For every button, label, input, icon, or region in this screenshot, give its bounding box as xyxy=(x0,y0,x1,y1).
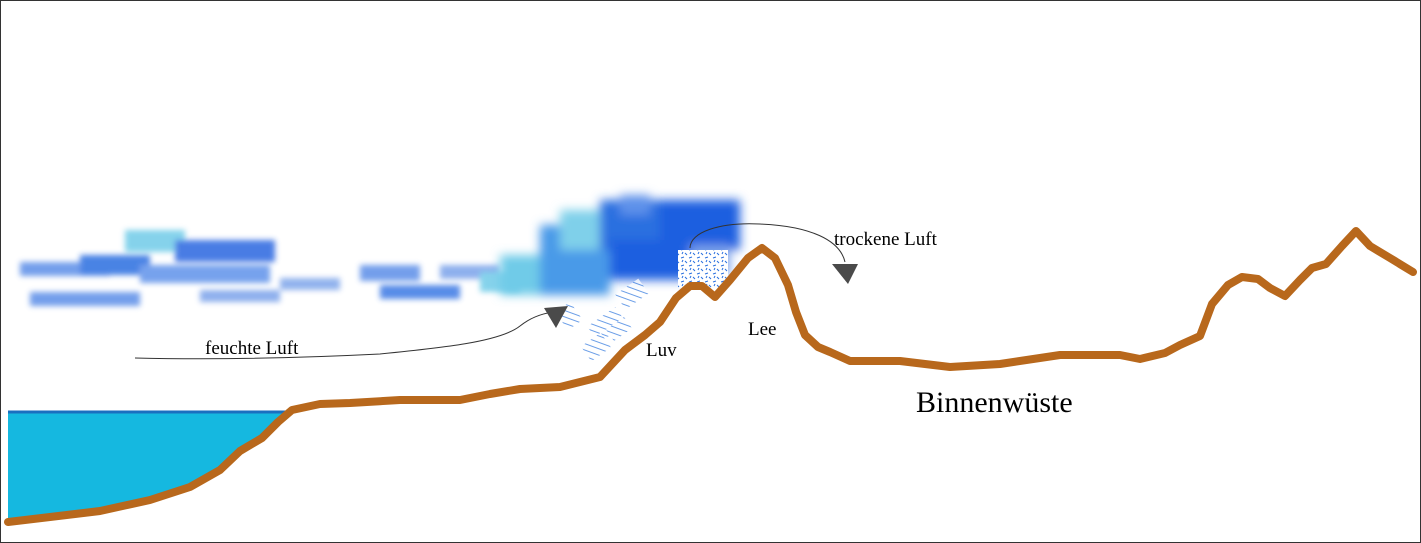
dry-air-arrow xyxy=(689,223,858,284)
terrain-profile xyxy=(4,227,1417,526)
dry-air-label: trockene Luft xyxy=(834,229,938,250)
moist-air-arrow xyxy=(134,306,568,360)
sea xyxy=(8,412,290,522)
snowfall xyxy=(678,250,728,288)
desert-label: Binnenwüste xyxy=(916,386,1073,419)
cloud-left xyxy=(20,230,520,306)
windward-label: Luv xyxy=(646,340,677,361)
leeward-label: Lee xyxy=(748,319,776,340)
moist-air-label: feuchte Luft xyxy=(205,338,299,359)
cloud-mountain xyxy=(500,195,740,295)
rain-area xyxy=(555,278,649,362)
